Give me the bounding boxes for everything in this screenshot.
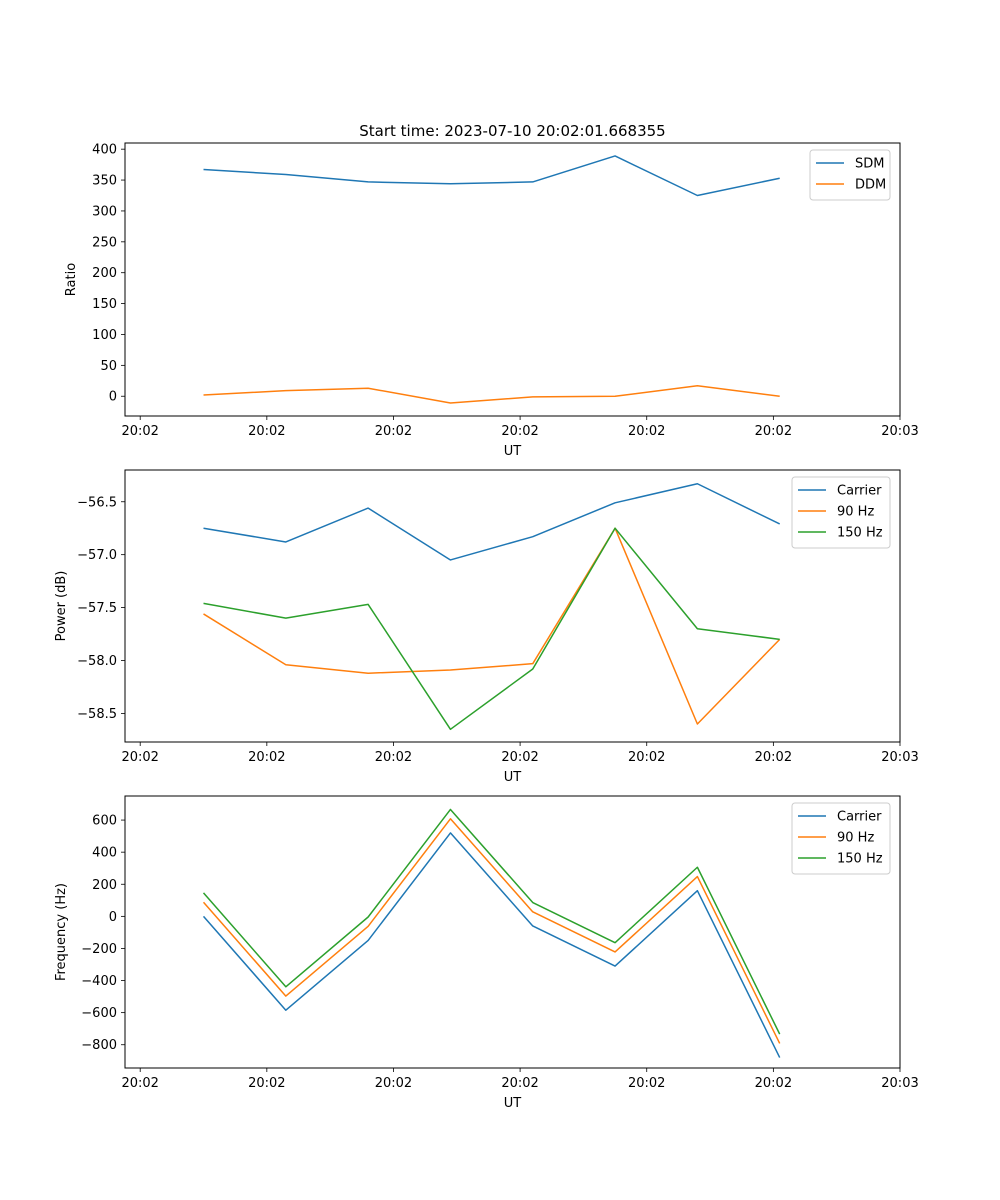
- y-axis-label: Frequency (Hz): [54, 883, 69, 981]
- x-axis-label: UT: [504, 1096, 522, 1111]
- x-tick-label: 20:02: [501, 1076, 538, 1091]
- x-tick-label: 20:02: [248, 424, 285, 439]
- x-tick-label: 20:02: [628, 750, 665, 765]
- x-tick-label: 20:03: [881, 1076, 918, 1091]
- y-axis-label: Ratio: [64, 263, 79, 296]
- y-tick-label: −200: [81, 942, 117, 957]
- y-tick-label: 200: [92, 266, 117, 281]
- x-tick-label: 20:02: [248, 1076, 285, 1091]
- x-tick-label: 20:02: [121, 424, 158, 439]
- y-tick-label: 600: [92, 814, 117, 829]
- legend: SDM DDM: [809, 149, 891, 201]
- x-tick-label: 20:02: [628, 424, 665, 439]
- x-tick-label: 20:02: [755, 750, 792, 765]
- subplot-power: 20:02 20:02 20:02 20:02 20:02 20:02 20:03 UT −58…: [54, 469, 919, 785]
- y-tick-label: 350: [92, 174, 117, 189]
- series-line-90-hz: [203, 527, 781, 725]
- x-tick-label: 20:02: [501, 750, 538, 765]
- y-tick-label: 50: [100, 359, 117, 374]
- legend-frame: [791, 802, 891, 875]
- legend-label: SDM: [855, 157, 884, 172]
- legend-label: 90 Hz: [837, 505, 874, 520]
- y-tick-label: 400: [92, 143, 117, 158]
- x-axis-label: UT: [504, 444, 522, 459]
- x-tick-label: 20:02: [375, 424, 412, 439]
- axes-frame: [124, 795, 901, 1069]
- y-tick-label: 300: [92, 204, 117, 219]
- y-tick-label: 200: [92, 878, 117, 893]
- y-tick-label: 0: [109, 390, 117, 405]
- y-tick-label: −800: [81, 1038, 117, 1053]
- y-tick-label: −57.0: [77, 548, 117, 563]
- legend: Carrier 90 Hz 150 Hz: [791, 476, 891, 549]
- legend-frame: [791, 476, 891, 549]
- x-tick-label: 20:03: [881, 750, 918, 765]
- figure-title: Start time: 2023-07-10 20:02:01.668355: [359, 122, 665, 140]
- legend-label: 150 Hz: [837, 526, 883, 541]
- x-tick-label: 20:02: [121, 1076, 158, 1091]
- y-tick-label: 250: [92, 235, 117, 250]
- y-tick-label: −600: [81, 1006, 117, 1021]
- axes-frame: [124, 142, 901, 417]
- y-tick-label: −56.5: [77, 495, 117, 510]
- y-tick-label: −58.5: [77, 707, 117, 722]
- series-lines: [203, 155, 780, 404]
- series-lines: [203, 483, 781, 731]
- subplot-ratio: 20:02 20:02 20:02 20:02 20:02 20:02 20:03 UT 0 50…: [64, 142, 919, 459]
- legend-label: Carrier: [837, 810, 882, 825]
- axes-frame: [124, 469, 901, 743]
- series-line-sdm: [203, 155, 780, 197]
- y-tick-label: 0: [109, 910, 117, 925]
- y-tick-label: 100: [92, 328, 117, 343]
- legend-label: DDM: [855, 178, 886, 193]
- x-tick-label: 20:02: [248, 750, 285, 765]
- series-line-90-hz: [202, 818, 781, 1044]
- legend-label: 150 Hz: [837, 852, 883, 867]
- series-line-carrier: [203, 483, 781, 561]
- x-tick-label: 20:02: [121, 750, 158, 765]
- x-axis-label: UT: [504, 770, 522, 785]
- y-tick-label: 400: [92, 846, 117, 861]
- series-lines: [202, 808, 781, 1058]
- y-tick-label: −58.0: [77, 654, 117, 669]
- series-line-150-hz: [202, 808, 781, 1035]
- legend-label: 90 Hz: [837, 831, 874, 846]
- x-tick-label: 20:02: [375, 1076, 412, 1091]
- legend: Carrier 90 Hz 150 Hz: [791, 802, 891, 875]
- x-tick-label: 20:02: [755, 1076, 792, 1091]
- legend-label: Carrier: [837, 484, 882, 499]
- x-tick-label: 20:02: [755, 424, 792, 439]
- series-line-150-hz: [203, 527, 780, 731]
- x-tick-label: 20:02: [628, 1076, 665, 1091]
- y-axis-label: Power (dB): [54, 571, 69, 642]
- x-tick-label: 20:02: [375, 750, 412, 765]
- x-tick-label: 20:02: [501, 424, 538, 439]
- y-tick-label: −57.5: [77, 601, 117, 616]
- x-tick-label: 20:03: [881, 424, 918, 439]
- subplot-frequency: 20:02 20:02 20:02 20:02 20:02 20:02 20:03 UT −80…: [54, 795, 919, 1111]
- y-tick-label: 150: [92, 297, 117, 312]
- series-line-carrier: [202, 832, 781, 1058]
- series-line-ddm: [203, 384, 780, 404]
- y-tick-label: −400: [81, 974, 117, 989]
